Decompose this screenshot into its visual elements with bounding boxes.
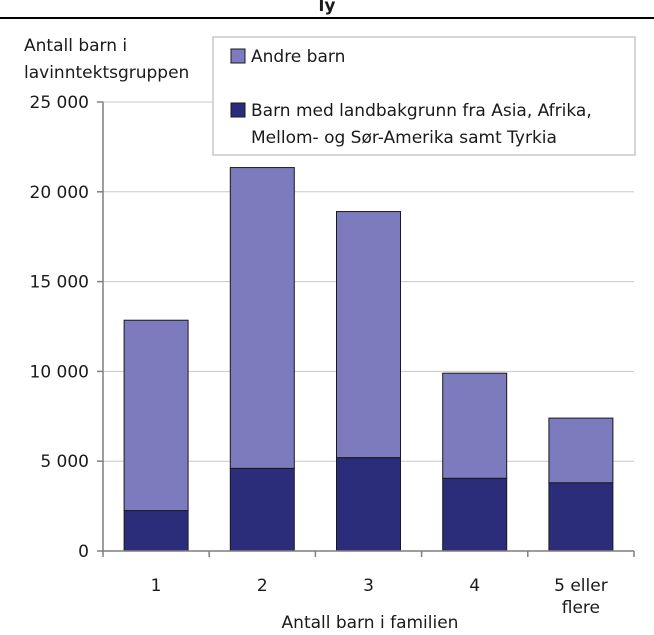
legend-label-landbakgrunn: Barn med landbakgrunn fra Asia, Afrika,	[251, 101, 592, 121]
bar-segment-landbakgrunn	[442, 477, 508, 552]
legend-label-andre-barn: Andre barn	[251, 47, 345, 67]
bar-segment-andre-barn	[336, 211, 401, 459]
legend-box	[212, 36, 636, 156]
legend-swatch-landbakgrunn	[230, 102, 246, 118]
chart-title-fragment: ly	[318, 0, 336, 16]
legend-label-landbakgrunn: Mellom- og Sør-Amerika samt Tyrkia	[251, 128, 557, 148]
bars	[123, 167, 614, 552]
x-tick-label: 3	[363, 576, 374, 596]
bar-segment-landbakgrunn	[123, 510, 189, 552]
y-axis-label-line: lavinntektsgruppen	[24, 63, 189, 83]
y-tick-label: 0	[78, 542, 89, 562]
y-axis-label-line: Antall barn i	[24, 36, 127, 56]
y-axis-label: Antall barn i lavinntektsgruppen	[24, 36, 189, 83]
y-tick-label: 15 000	[30, 273, 89, 293]
legend-swatch-andre-barn	[230, 48, 246, 64]
x-tick-label: 2	[257, 576, 268, 596]
x-tick-label: 1	[151, 576, 162, 596]
bar-segment-andre-barn	[548, 417, 614, 484]
bar-segment-andre-barn	[229, 167, 295, 469]
bar-segment-landbakgrunn	[548, 482, 614, 552]
axes	[97, 101, 635, 557]
y-tick-labels: 0 5 000 10 000 15 000 20 000 25 000	[30, 93, 89, 562]
y-tick-label: 20 000	[30, 183, 89, 203]
bar-segment-landbakgrunn	[336, 457, 401, 552]
y-tick-label: 25 000	[30, 93, 89, 113]
top-rule	[0, 17, 654, 19]
x-tick-label: 5 eller flere	[554, 576, 608, 618]
bar-segment-landbakgrunn	[229, 467, 295, 552]
y-tick-label: 10 000	[30, 362, 89, 382]
x-tick-labels: 1 2 3 4 5 eller flere	[151, 576, 608, 618]
bar-segment-andre-barn	[123, 319, 189, 512]
x-axis-label: Antall barn i familien	[282, 613, 459, 633]
bar-segment-andre-barn	[442, 372, 508, 479]
y-tick-label: 5 000	[40, 452, 89, 472]
x-tick-label: 4	[469, 576, 480, 596]
legend: Andre barn Barn med landbakgrunn fra Asia…	[212, 36, 636, 156]
